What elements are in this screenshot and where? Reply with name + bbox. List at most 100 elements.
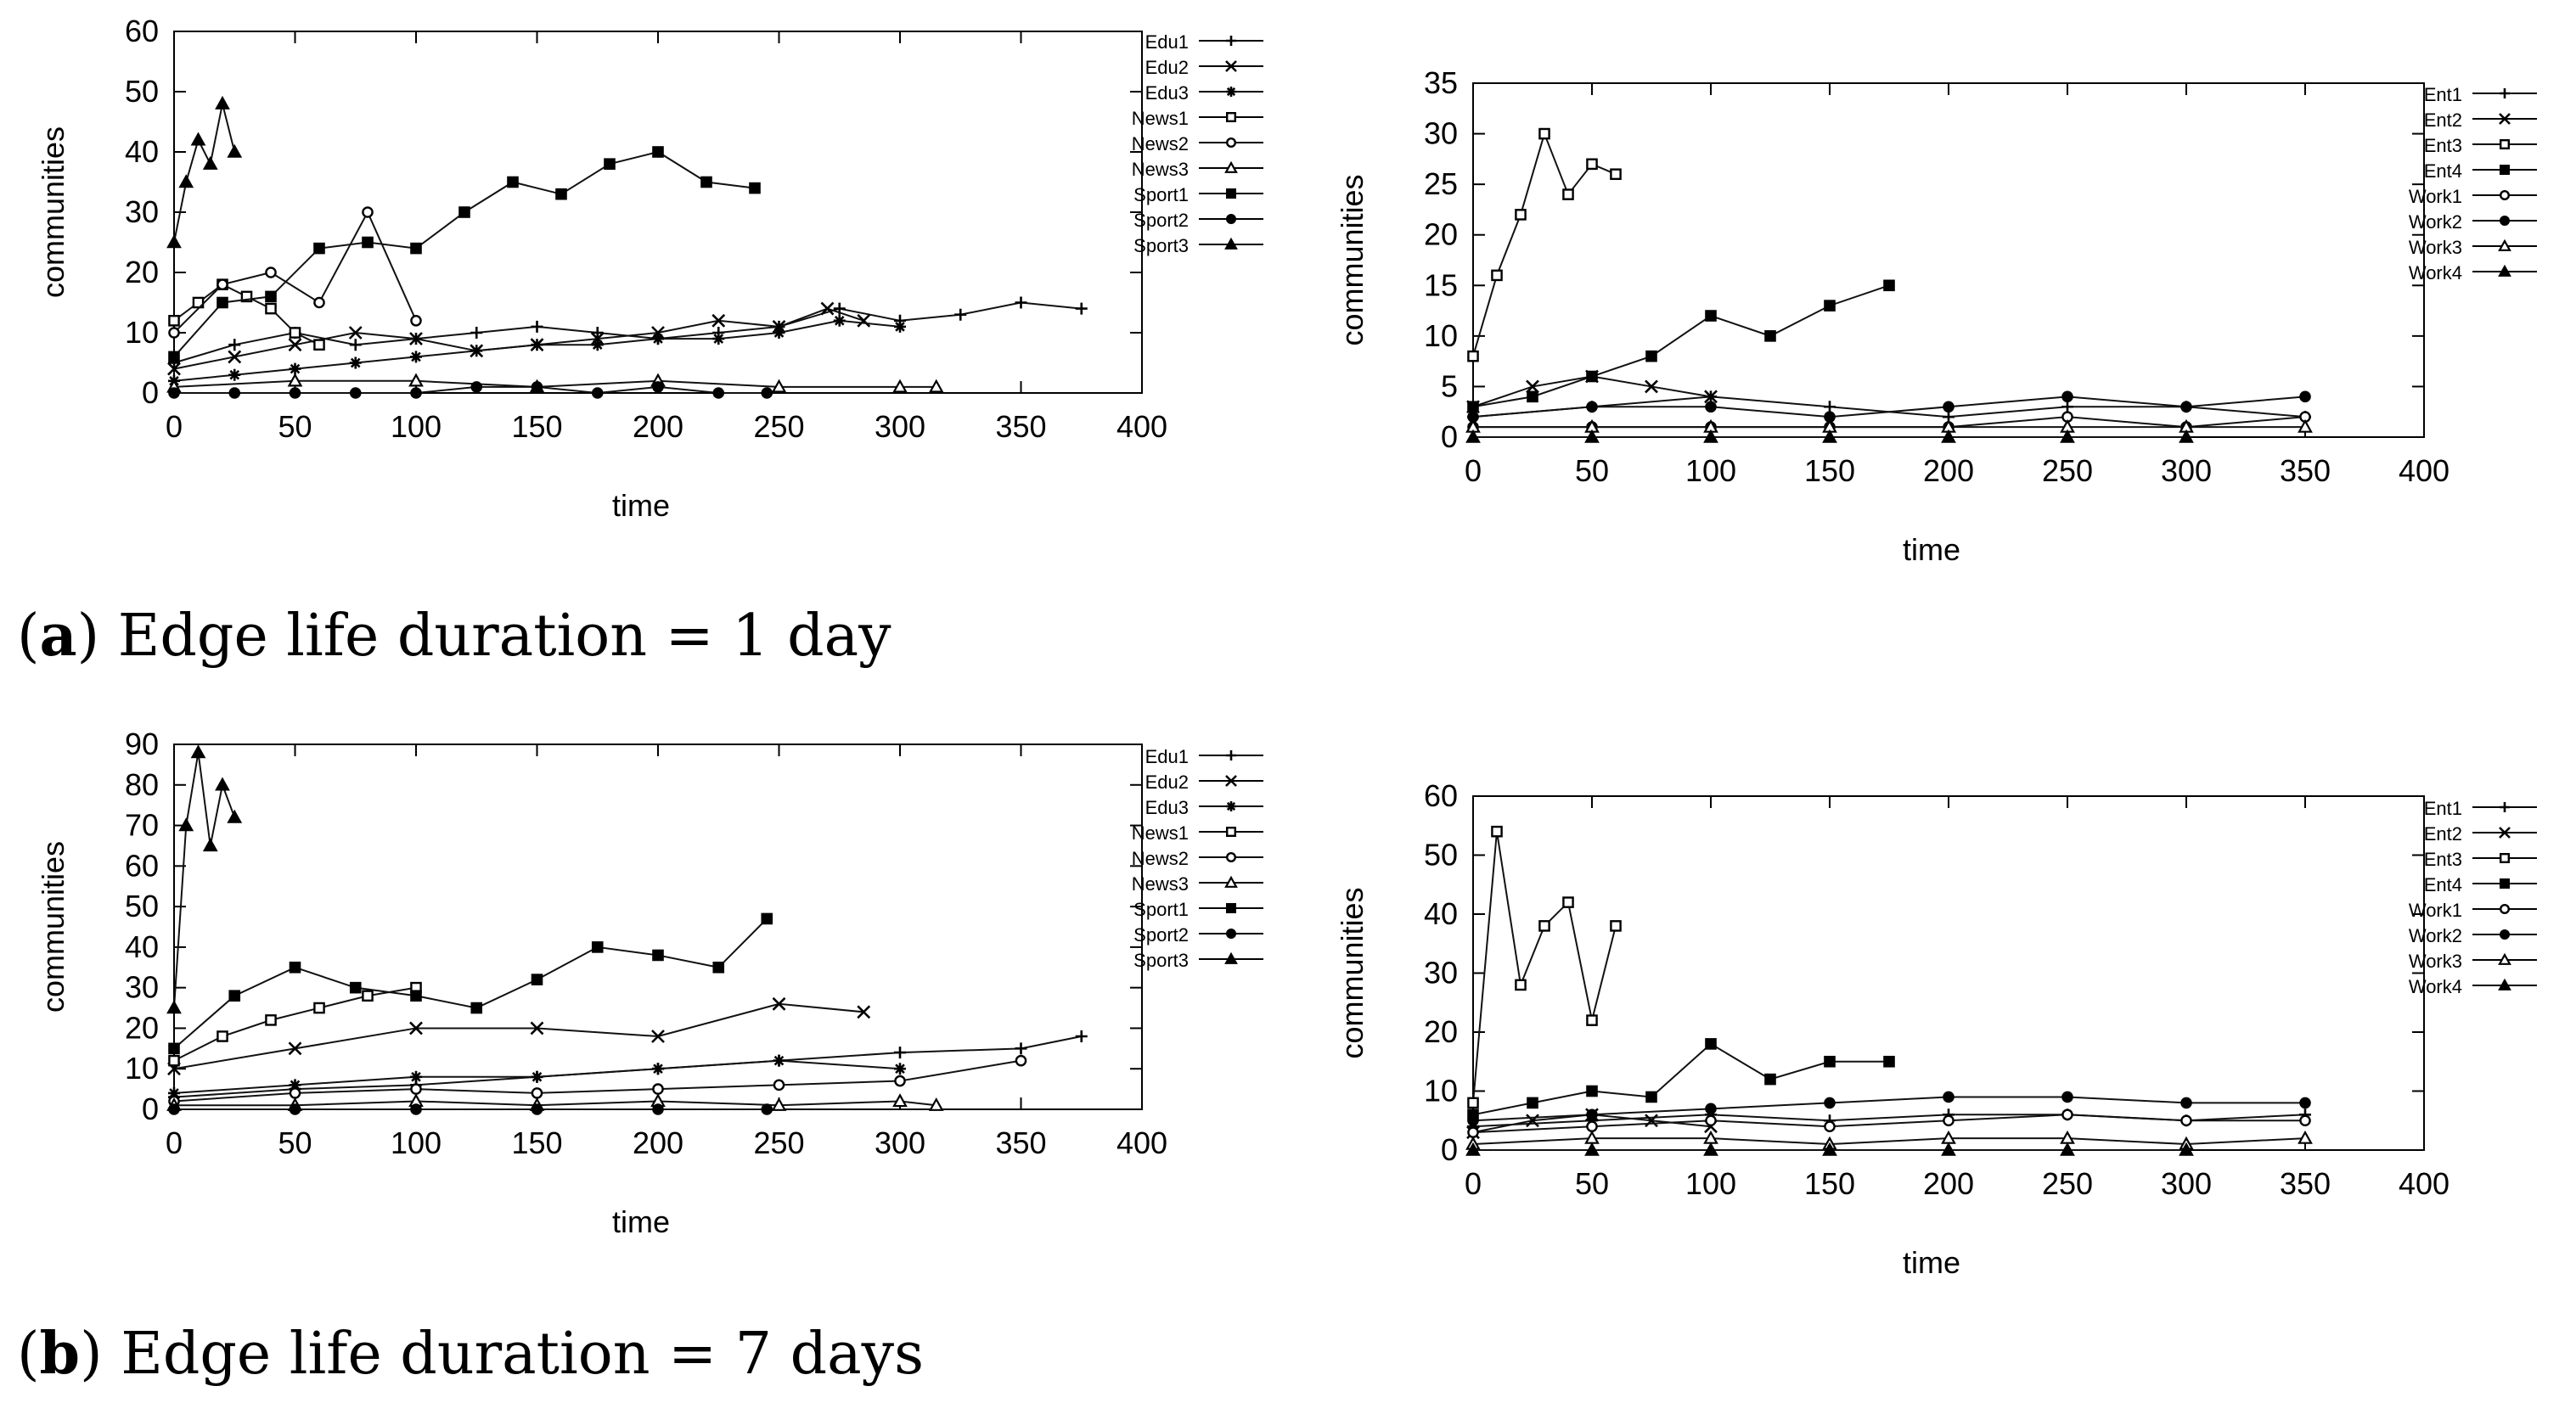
data-point bbox=[2299, 390, 2311, 403]
data-point bbox=[1610, 168, 1622, 181]
legend-marker bbox=[1224, 160, 1238, 173]
y-tick-label: 10 bbox=[1424, 318, 1458, 353]
x-tick-label: 200 bbox=[1923, 1166, 1974, 1201]
data-point bbox=[313, 242, 325, 255]
data-point bbox=[168, 1042, 180, 1055]
legend-label: News3 bbox=[1132, 873, 1189, 895]
data-point bbox=[591, 327, 604, 339]
x-axis-label: time bbox=[1903, 532, 1960, 567]
data-point bbox=[1562, 896, 1574, 908]
data-point bbox=[1465, 429, 1481, 443]
series-line bbox=[174, 385, 768, 395]
series-sport1 bbox=[168, 912, 773, 1055]
legend-marker bbox=[2498, 978, 2511, 991]
data-point bbox=[1526, 379, 1539, 394]
series-ent4 bbox=[1467, 1038, 1895, 1121]
data-point bbox=[349, 981, 362, 994]
series-edu2 bbox=[167, 301, 871, 376]
data-point bbox=[652, 1063, 664, 1075]
x-tick-label: 400 bbox=[2399, 453, 2449, 488]
data-point bbox=[228, 339, 241, 351]
data-point bbox=[1586, 370, 1598, 383]
data-point bbox=[166, 1000, 182, 1014]
x-tick-label: 100 bbox=[391, 409, 442, 444]
data-point bbox=[652, 333, 664, 345]
y-tick-label: 15 bbox=[1424, 267, 1458, 302]
legend-marker bbox=[2498, 264, 2511, 277]
x-tick-label: 250 bbox=[2042, 453, 2093, 488]
series-edu1 bbox=[168, 296, 1088, 369]
series-line bbox=[173, 301, 1082, 364]
data-point bbox=[761, 387, 773, 399]
legend-label: News1 bbox=[1132, 108, 1189, 129]
data-point bbox=[894, 1075, 906, 1087]
data-point bbox=[1705, 310, 1717, 322]
y-tick-label: 20 bbox=[1424, 217, 1458, 252]
data-point bbox=[590, 332, 605, 346]
caption-b-letter: b bbox=[40, 1320, 81, 1388]
x-tick-label: 50 bbox=[1575, 1166, 1609, 1201]
data-point bbox=[712, 333, 725, 345]
data-point bbox=[409, 332, 423, 346]
legend-label: Ent4 bbox=[2424, 160, 2462, 182]
series-work3 bbox=[1465, 418, 2313, 433]
series-edu2 bbox=[167, 996, 871, 1076]
data-point bbox=[591, 339, 604, 351]
data-point bbox=[289, 327, 301, 339]
data-point bbox=[2298, 418, 2313, 433]
x-tick-label: 50 bbox=[1575, 453, 1609, 488]
series-sport2 bbox=[168, 1103, 773, 1115]
legend-label: Ent4 bbox=[2424, 874, 2462, 895]
x-tick-label: 350 bbox=[995, 409, 1046, 444]
data-point bbox=[531, 320, 543, 333]
legend-marker bbox=[1226, 801, 1236, 811]
data-point bbox=[604, 158, 616, 171]
legend-marker bbox=[1225, 188, 1236, 199]
data-point bbox=[892, 1093, 908, 1108]
data-point bbox=[265, 302, 277, 315]
series-work4 bbox=[1465, 429, 2194, 443]
series-line bbox=[1472, 831, 1617, 1103]
legend-label: Work4 bbox=[2409, 262, 2462, 283]
series-news2 bbox=[168, 206, 422, 339]
y-tick-label: 5 bbox=[1441, 368, 1458, 403]
y-tick-label: 35 bbox=[1424, 65, 1458, 100]
data-point bbox=[2061, 390, 2073, 403]
series-sport1 bbox=[168, 146, 761, 363]
caption-a: (a) Edge life duration = 1 day bbox=[17, 602, 891, 670]
data-point bbox=[652, 1083, 664, 1095]
data-point bbox=[772, 319, 786, 334]
legend-label: Edu1 bbox=[1145, 746, 1189, 767]
legend-label: Sport2 bbox=[1133, 210, 1189, 231]
legend-marker bbox=[1226, 36, 1236, 46]
legend-marker bbox=[2499, 878, 2510, 889]
legend-label: Ent2 bbox=[2424, 109, 2462, 131]
legend-label: Sport1 bbox=[1133, 899, 1189, 920]
data-point bbox=[761, 1103, 773, 1115]
legend-label: Work2 bbox=[2409, 211, 2462, 233]
series-line bbox=[173, 379, 936, 388]
data-point bbox=[1824, 401, 1836, 413]
data-point bbox=[1883, 279, 1895, 292]
data-point bbox=[470, 327, 483, 339]
x-tick-label: 0 bbox=[166, 409, 183, 444]
x-tick-label: 50 bbox=[278, 409, 312, 444]
legend-label: Ent3 bbox=[2424, 135, 2462, 156]
chart-b-right: 0 50 100 150 200 250 300 350 400 0 10 20 30 40 50 60 tim… bbox=[1335, 778, 2537, 1280]
data-point bbox=[1941, 429, 1956, 443]
legend-label: Sport3 bbox=[1133, 950, 1189, 971]
y-tick-label: 70 bbox=[125, 808, 159, 843]
data-point bbox=[1467, 1126, 1479, 1138]
data-point bbox=[761, 912, 773, 925]
x-tick-label: 250 bbox=[2042, 1166, 2093, 1201]
data-point bbox=[313, 339, 325, 351]
data-point bbox=[1824, 1120, 1836, 1132]
series-news1 bbox=[168, 981, 422, 1067]
series-line bbox=[173, 752, 236, 1008]
data-point bbox=[531, 1087, 543, 1099]
data-point bbox=[349, 387, 362, 399]
data-point bbox=[712, 961, 725, 974]
data-point bbox=[1703, 429, 1718, 443]
x-tick-label: 400 bbox=[2399, 1166, 2449, 1201]
